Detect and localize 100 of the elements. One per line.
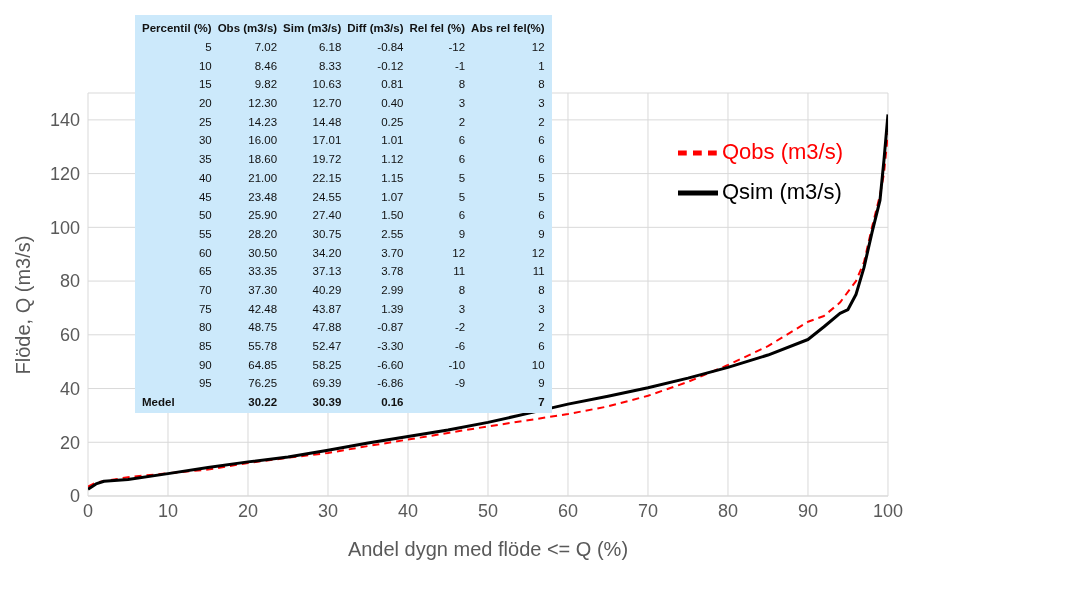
annotation: 64.85	[247, 357, 279, 373]
text: 8	[457, 77, 467, 93]
annotation: 25	[197, 114, 213, 130]
annotation: 37.30	[247, 282, 279, 298]
annotation: 22.15	[311, 170, 343, 186]
annotation: 6	[457, 133, 467, 149]
annotation: -2	[453, 320, 467, 336]
text: Diff (m3/s)	[346, 21, 405, 37]
annotation: 43.87	[311, 301, 343, 317]
annotation: 95	[197, 376, 213, 392]
x-tick-label: 90	[797, 500, 818, 521]
annotation: 30.50	[247, 245, 279, 261]
annotation: 76.25	[247, 376, 279, 392]
x-axis-title: Andel dygn med flöde <= Q (%)	[347, 538, 629, 560]
annotation: 9	[457, 226, 467, 242]
legend-label: Qsim (m3/s)	[721, 179, 842, 205]
annotation: 30.75	[311, 226, 343, 242]
annotation: -6.60	[376, 357, 405, 373]
x-tick-label: 80	[717, 500, 738, 521]
x-tick-label: 100	[872, 500, 903, 521]
annotation: 3	[537, 96, 546, 112]
annotation: 28.20	[247, 226, 279, 242]
y-tick-label: 100	[49, 217, 80, 238]
text: 12	[530, 40, 546, 56]
annotation: -6.86	[376, 376, 405, 392]
annotation: 5	[537, 189, 546, 205]
x-tick-label: 50	[477, 500, 498, 521]
annotation: 5	[457, 189, 467, 205]
text: 7.02	[253, 40, 279, 56]
annotation: 2	[537, 114, 546, 130]
y-tick-label: 80	[59, 271, 80, 292]
annotation: 9	[537, 376, 546, 392]
annotation: 52.47	[311, 339, 343, 355]
annotation: 37.13	[311, 264, 343, 280]
annotation: 90	[197, 357, 213, 373]
x-tick-label: 70	[637, 500, 658, 521]
annotation: 7	[537, 395, 546, 411]
annotation: 34.20	[311, 245, 343, 261]
x-tick-label: 10	[157, 500, 179, 521]
annotation: -10	[447, 357, 467, 373]
annotation: 69.39	[311, 376, 343, 392]
y-tick-label: 140	[49, 110, 80, 131]
annotation: 1.07	[380, 189, 405, 205]
annotation: 19.72	[311, 152, 343, 168]
annotation: 24.55	[311, 189, 343, 205]
annotation: 6	[537, 152, 546, 168]
annotation: 30.22	[247, 395, 279, 411]
annotation: 23.48	[247, 189, 279, 205]
annotation: 6	[537, 339, 546, 355]
annotation: 27.40	[311, 208, 343, 224]
annotation: 3	[537, 301, 546, 317]
annotation: 65	[197, 264, 213, 280]
annotation: 6	[457, 208, 467, 224]
annotation: 1.50	[380, 208, 405, 224]
annotation: 47.88	[311, 320, 343, 336]
annotation: 70	[197, 282, 213, 298]
annotation: 0.40	[380, 96, 405, 112]
annotation: 16.00	[247, 133, 279, 149]
annotation: 0.25	[380, 114, 405, 130]
y-tick-label: 20	[59, 432, 80, 453]
annotation: 2	[537, 320, 546, 336]
text: 10	[197, 58, 213, 74]
annotation: 11	[531, 264, 546, 280]
annotation: 0.16	[380, 395, 405, 411]
text: 15	[197, 77, 213, 93]
legend-label: Qobs (m3/s)	[721, 139, 843, 164]
annotation: 55.78	[247, 339, 279, 355]
annotation: 40.29	[311, 282, 343, 298]
annotation: -6	[453, 339, 467, 355]
y-tick-label: 0	[69, 486, 80, 507]
annotation: 1.12	[380, 152, 405, 168]
text: Rel fel (%)	[408, 21, 467, 37]
annotation: 58.25	[311, 357, 343, 373]
text: 6.18	[317, 40, 343, 56]
annotation: 33.35	[247, 264, 279, 280]
text: -12	[447, 40, 467, 56]
annotation: 2.55	[380, 226, 405, 242]
annotation: 30.39	[311, 395, 343, 411]
annotation: -3.30	[376, 339, 405, 355]
annotation: 25.90	[247, 208, 279, 224]
text: 8.46	[253, 58, 279, 74]
y-tick-label: 60	[59, 325, 80, 346]
text: Abs rel fel(%)	[470, 21, 546, 37]
annotation: 1.01	[380, 133, 405, 149]
annotation: 2	[457, 114, 467, 130]
annotation: 35	[197, 152, 213, 168]
annotation: 12	[530, 245, 546, 261]
annotation: 2.99	[380, 282, 405, 298]
annotation: 17.01	[311, 133, 343, 149]
annotation: 80	[197, 320, 213, 336]
annotation: 3	[457, 301, 467, 317]
annotation: 12.30	[247, 96, 279, 112]
x-tick-label: 30	[317, 500, 339, 521]
annotation: 60	[197, 245, 213, 261]
text: 9.82	[253, 77, 279, 93]
annotation: -0.87	[376, 320, 405, 336]
annotation: 9	[537, 226, 546, 242]
annotation: 45	[197, 189, 213, 205]
annotation: 50	[197, 208, 213, 224]
text: 1	[537, 58, 546, 74]
